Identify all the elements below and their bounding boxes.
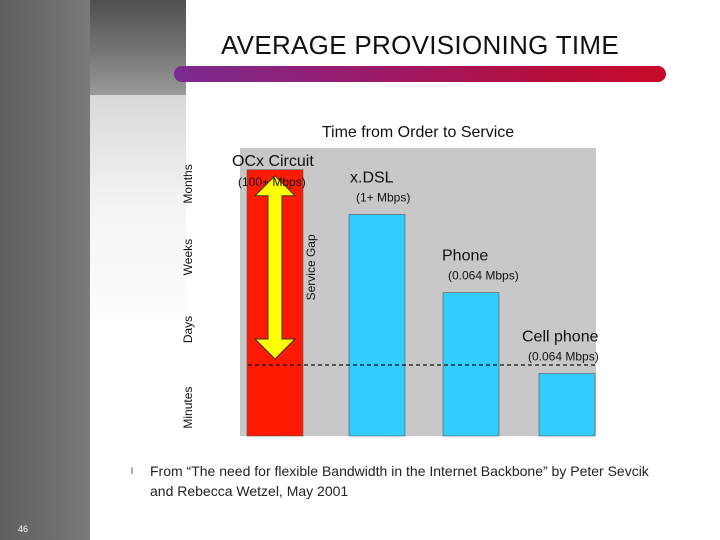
bandwidth-label: (100+ Mbps): [238, 175, 306, 189]
top-decor-block: [90, 0, 186, 95]
title-underline-bar: [174, 66, 666, 82]
category-label: x.DSL: [350, 169, 394, 186]
left-decor-band: [0, 0, 90, 540]
decor-fade: [90, 95, 186, 540]
bandwidth-label: (1+ Mbps): [356, 190, 410, 204]
category-label: Cell phone: [522, 329, 599, 346]
category-label: Phone: [442, 248, 488, 265]
service-gap-label: Service Gap: [304, 234, 318, 300]
bar: [348, 214, 406, 437]
provisioning-chart: Time from Order to Service Minutes Days We…: [181, 124, 599, 437]
bandwidth-label: (0.064 Mbps): [448, 269, 519, 283]
y-tick-label: Months: [181, 164, 195, 203]
y-tick-label: Weeks: [181, 239, 195, 275]
bar: [442, 292, 500, 437]
bar: [538, 373, 596, 437]
chart-title: Time from Order to Service: [322, 124, 514, 141]
service-gap-arrow: [253, 175, 297, 360]
page-number: 46: [18, 524, 29, 534]
y-tick-label: Days: [181, 316, 195, 343]
source-bullet: l: [131, 466, 133, 476]
bandwidth-label: (0.064 Mbps): [528, 350, 599, 364]
slide-title: AVERAGE PROVISIONING TIME: [220, 30, 620, 60]
y-tick-label: Minutes: [181, 387, 195, 429]
category-label: OCx Circuit: [232, 153, 314, 170]
source-citation: From “The need for flexible Bandwidth in…: [150, 463, 649, 499]
